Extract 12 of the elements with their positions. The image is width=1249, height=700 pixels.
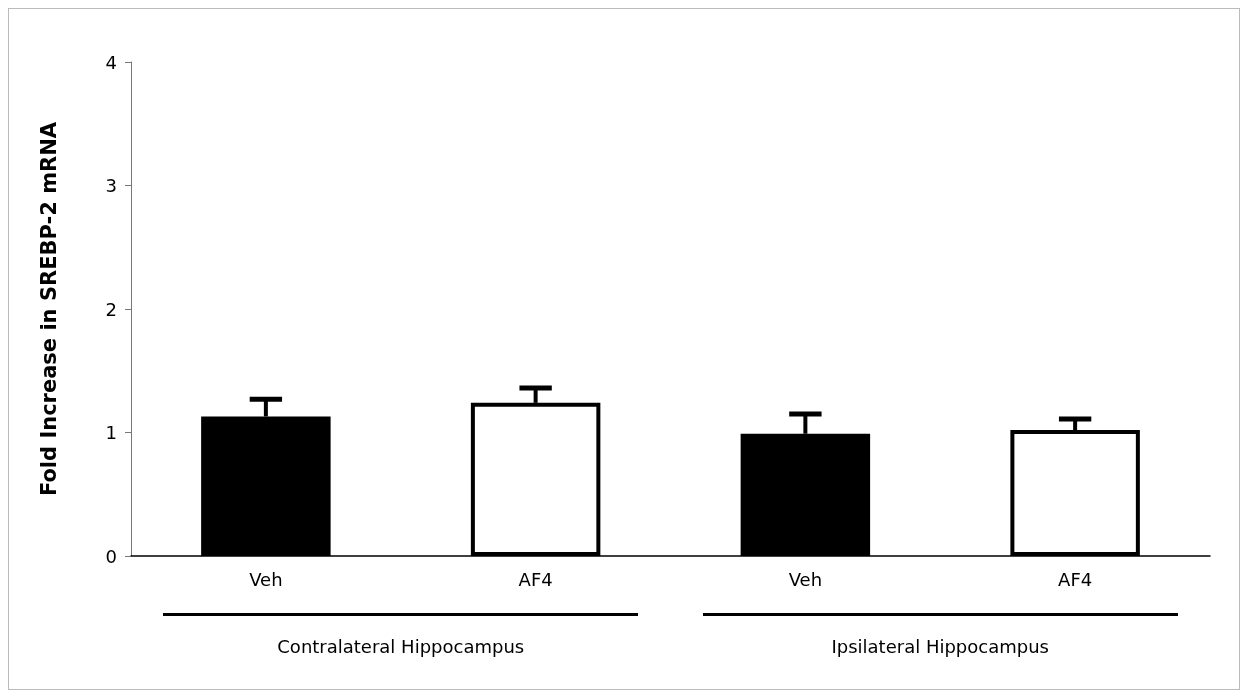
x-tick-label: Veh: [788, 568, 823, 590]
y-axis-title: Fold Increase in SREBP-2 mRNA: [36, 121, 61, 497]
text: Ipsilateral Hippocampus: [830, 636, 1050, 657]
y-tick-label: 0: [105, 545, 117, 567]
x-tick-label: Veh: [249, 568, 283, 590]
y-tick-label: 1: [105, 422, 117, 443]
y-tick-label: 2: [105, 298, 117, 320]
x-tick-label: AF4: [1058, 568, 1093, 590]
y-tick-label: 4: [105, 51, 117, 73]
text: Contralateral Hippocampus: [276, 636, 526, 657]
y-tick-label: 3: [105, 175, 117, 196]
x-tick-label: AF4: [518, 568, 553, 590]
